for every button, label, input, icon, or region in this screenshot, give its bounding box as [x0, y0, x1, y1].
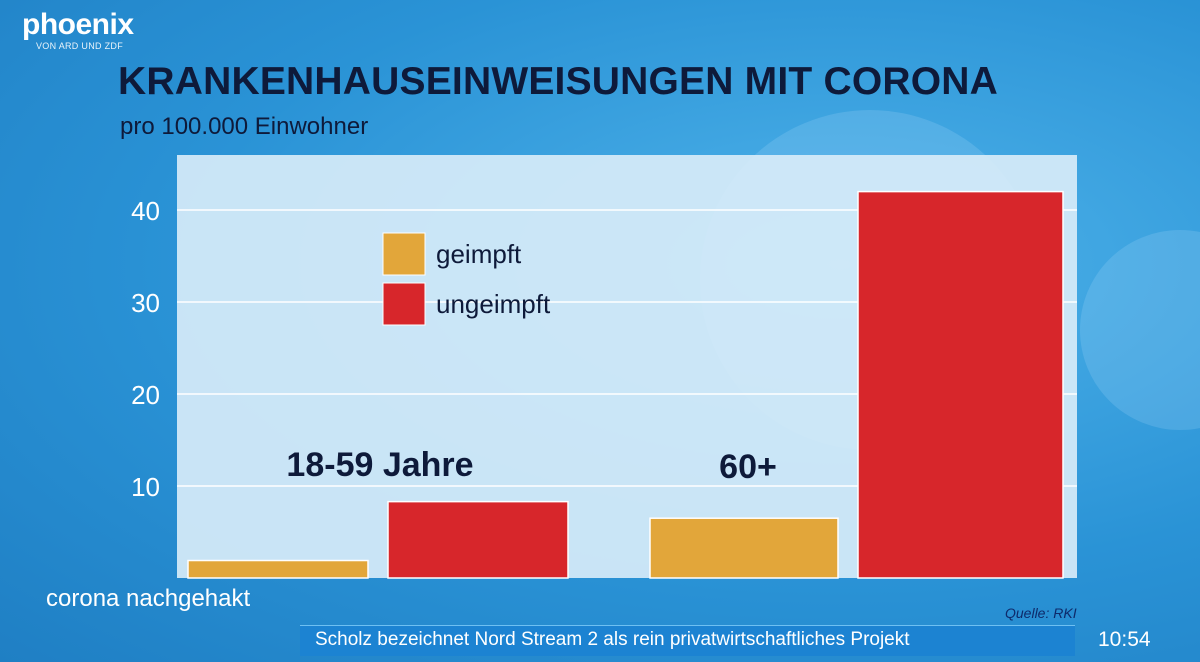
- y-tick-label: 30: [131, 288, 160, 318]
- chart-subtitle: pro 100.000 Einwohner: [120, 113, 369, 140]
- category-label: 60+: [719, 448, 777, 486]
- bar-geimpft-0: [187, 559, 369, 579]
- chart-title: KRANKENHAUSEINWEISUNGEN MIT CORONA: [118, 60, 998, 103]
- bar-geimpft-1: [649, 517, 839, 579]
- show-name: corona nachgehakt: [46, 585, 251, 612]
- y-tick-label: 10: [131, 472, 160, 502]
- bar-ungeimpft-0: [387, 500, 569, 579]
- channel-tagline: VON ARD UND ZDF: [36, 41, 124, 51]
- legend-label-ungeimpft: ungeimpft: [436, 289, 551, 319]
- y-tick-label: 40: [131, 196, 160, 226]
- bar-ungeimpft-1: [857, 190, 1064, 579]
- ticker-text: Scholz bezeichnet Nord Stream 2 als rein…: [315, 629, 910, 650]
- news-ticker: Scholz bezeichnet Nord Stream 2 als rein…: [300, 625, 1075, 656]
- legend-swatch-geimpft: [382, 232, 426, 276]
- clock: 10:54: [1098, 628, 1151, 651]
- category-label: 18-59 Jahre: [286, 446, 473, 484]
- channel-logo: phoenix VON ARD UND ZDF: [22, 8, 134, 52]
- legend-label-geimpft: geimpft: [436, 239, 522, 269]
- y-tick-label: 20: [131, 380, 160, 410]
- legend-swatch-ungeimpft: [382, 282, 426, 326]
- channel-name: phoenix: [22, 8, 134, 41]
- source-note: Quelle: RKI: [1005, 605, 1077, 621]
